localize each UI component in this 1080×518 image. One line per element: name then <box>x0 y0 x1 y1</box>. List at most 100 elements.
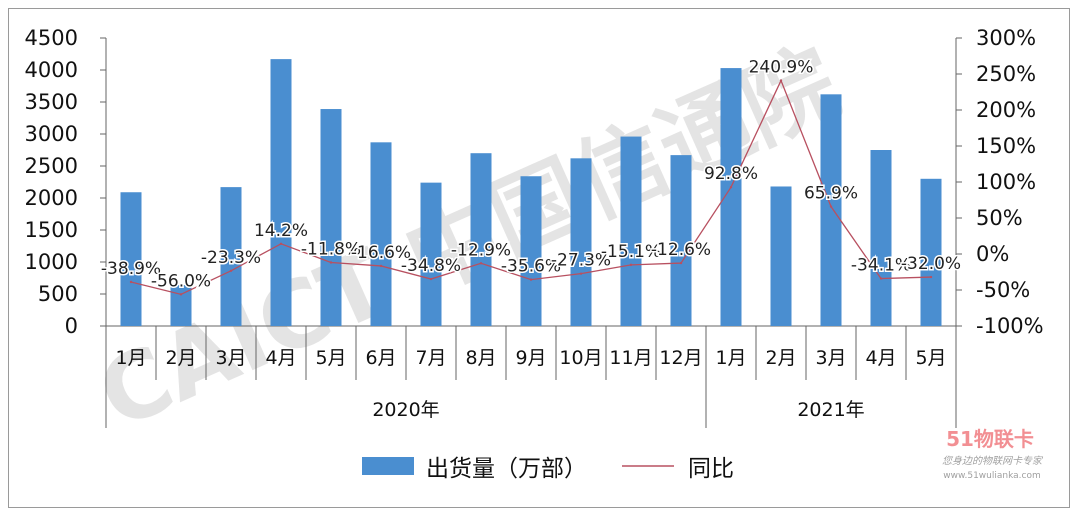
yoy-point <box>279 242 283 245</box>
bar <box>270 59 292 327</box>
yoy-data-label: -11.8% <box>301 239 361 259</box>
chart-frame <box>8 8 1070 508</box>
left-tick-label: 1500 <box>25 218 78 242</box>
bar <box>120 192 142 326</box>
bar-series <box>120 59 942 327</box>
yoy-data-label: -12.9% <box>451 240 511 260</box>
yoy-data-label: 14.2% <box>254 221 308 241</box>
yoy-point <box>579 272 583 275</box>
left-tick-label: 4500 <box>25 26 78 50</box>
x-tick-label: 12月 <box>659 347 702 369</box>
x-tick-label: 2月 <box>165 347 196 369</box>
brand-url: www.51wulianka.com <box>943 471 1041 481</box>
left-tick-label: 1000 <box>25 250 78 274</box>
right-tick-label: 250% <box>976 62 1036 86</box>
yoy-point <box>679 261 683 265</box>
x-tick-label: 6月 <box>365 347 396 369</box>
yoy-point <box>179 293 183 296</box>
bar <box>670 155 692 326</box>
yoy-point <box>879 277 883 280</box>
bar <box>470 153 492 326</box>
left-tick-label: 3000 <box>25 122 78 146</box>
yoy-data-label: -35.6% <box>501 257 561 277</box>
x-tick-label: 10月 <box>559 347 602 369</box>
x-tick-label: 4月 <box>865 347 896 369</box>
left-tick-label: 2500 <box>25 154 78 178</box>
yoy-point <box>729 185 733 189</box>
x-tick-label: 5月 <box>915 347 946 369</box>
yoy-data-label: 240.9% <box>749 58 814 78</box>
yoy-point <box>829 205 833 208</box>
bar <box>370 142 392 326</box>
yoy-data-label: -16.6% <box>351 243 411 263</box>
right-tick-label: -50% <box>976 278 1030 302</box>
x-tick-label: 8月 <box>465 347 496 369</box>
left-tick-label: 2000 <box>25 186 78 210</box>
legend-bar-label: 出货量（万部） <box>426 456 587 482</box>
right-tick-label: 100% <box>976 170 1036 194</box>
yoy-data-label: 92.8% <box>704 164 758 184</box>
right-tick-label: 200% <box>976 98 1036 122</box>
yoy-data-label: -12.6% <box>651 240 711 260</box>
data-labels: -38.9%-56.0% -23.3% 14.2%-11.8%-16.6%-34.8… <box>99 56 962 293</box>
yoy-data-label: -27.3% <box>551 251 611 271</box>
bar <box>620 136 642 326</box>
right-tick-label: 0% <box>976 242 1009 266</box>
bar <box>570 158 592 326</box>
yoy-point <box>329 261 333 264</box>
brand-tagline: 您身边的物联网卡专家 <box>942 455 1044 467</box>
bar <box>770 186 792 326</box>
brand-logo-text: 51物联卡 <box>946 427 1034 451</box>
line-series <box>129 78 933 296</box>
left-tick-label: 0 <box>65 314 78 338</box>
bar <box>720 68 742 326</box>
yoy-point <box>379 264 383 268</box>
x-tick-label: 2月 <box>765 347 796 369</box>
yoy-point <box>779 79 783 82</box>
bar <box>520 176 542 326</box>
yoy-point <box>429 277 433 281</box>
x-tick-label: 7月 <box>415 347 446 369</box>
right-tick-label: 300% <box>976 26 1036 50</box>
left-tick-label: 3500 <box>25 90 78 114</box>
x-tick-label: 11月 <box>609 347 652 369</box>
left-tick-label: 4000 <box>25 58 78 82</box>
left-tick-label: 500 <box>38 282 78 306</box>
right-tick-label: 150% <box>976 134 1036 158</box>
bar <box>320 109 342 326</box>
yoy-data-label: -38.9% <box>101 259 161 279</box>
year-label: 2021年 <box>797 399 864 421</box>
right-tick-label: -100% <box>976 314 1044 338</box>
legend: 出货量（万部） 同比 <box>362 456 734 482</box>
yoy-data-label: -15.1% <box>601 242 661 262</box>
yoy-point <box>479 262 483 265</box>
yoy-data-label: -23.3% <box>201 248 261 268</box>
yoy-data-label: -32.0% <box>901 254 961 274</box>
x-tick-label: 1月 <box>115 347 146 369</box>
right-tick-label: 50% <box>976 206 1023 230</box>
bar <box>220 187 242 326</box>
x-tick-label: 5月 <box>315 347 346 369</box>
x-tick-label: 9月 <box>515 347 546 369</box>
x-tick-label: 3月 <box>815 347 846 369</box>
legend-bar-swatch <box>362 457 414 475</box>
bar <box>420 182 442 326</box>
yoy-data-label: -56.0% <box>151 271 211 291</box>
brand-logo: 51物联卡 您身边的物联网卡专家 www.51wulianka.com <box>942 427 1044 481</box>
yoy-point <box>229 269 233 272</box>
yoy-point <box>629 263 633 267</box>
axes: 0 500 1000 1500 2000 2500 3000 3500 4000 4500 -100… <box>25 26 1044 428</box>
legend-line-label: 同比 <box>688 456 734 482</box>
yoy-data-label: -34.8% <box>401 256 461 276</box>
year-label: 2020年 <box>372 399 439 421</box>
yoy-point <box>529 278 533 281</box>
bar <box>170 285 192 326</box>
yoy-data-label: 65.9% <box>804 184 858 204</box>
yoy-point <box>929 275 933 279</box>
x-tick-label: 3月 <box>215 347 246 369</box>
yoy-point <box>129 280 133 284</box>
bar <box>870 150 892 326</box>
yoy-data-label: -34.1% <box>851 256 911 276</box>
bar <box>820 94 842 326</box>
